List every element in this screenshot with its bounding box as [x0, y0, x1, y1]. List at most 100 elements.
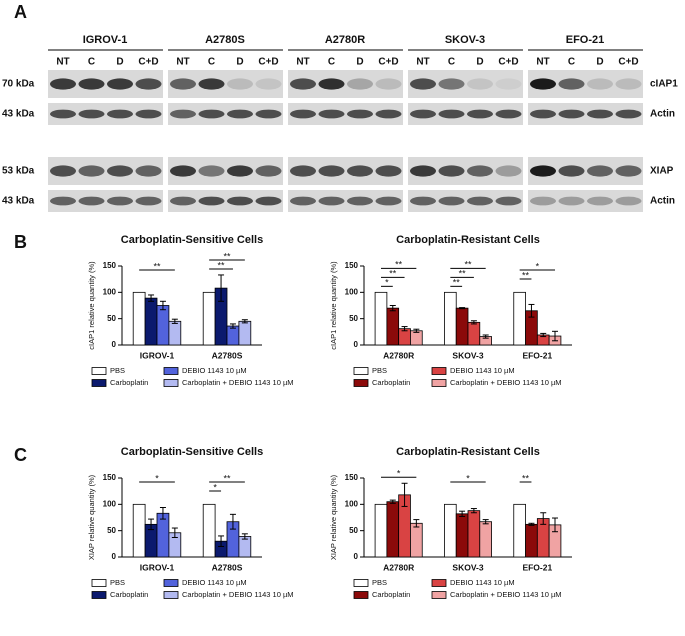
panel-label: A	[14, 2, 27, 22]
blot-band	[170, 165, 196, 177]
lane-label: C	[328, 57, 335, 68]
blot-band	[227, 165, 253, 177]
bar	[202, 291, 216, 346]
significance-label: *	[155, 473, 159, 483]
blot-band	[198, 78, 225, 90]
blot-group-label: IGROV-1	[83, 34, 128, 46]
blot-band	[227, 109, 253, 119]
lane-label: NT	[296, 57, 309, 68]
blot-strip	[168, 103, 283, 125]
blot-group-label: A2780R	[325, 34, 365, 46]
error-bar	[528, 303, 535, 318]
bar	[444, 503, 457, 558]
bar	[168, 320, 182, 346]
significance-label: **	[453, 278, 461, 288]
error-bar	[470, 508, 477, 514]
y-tick-label: 150	[103, 261, 117, 270]
blot-band	[530, 78, 556, 90]
error-bar	[470, 320, 477, 325]
y-tick-label: 0	[354, 340, 359, 349]
bar	[467, 510, 481, 558]
panel-label: C	[14, 445, 27, 465]
y-axis-label: XIAP relative quantity (%)	[329, 474, 338, 560]
legend-swatch	[431, 379, 447, 387]
blot-band	[50, 165, 76, 177]
blot-band	[587, 109, 613, 119]
y-tick-label: 0	[112, 552, 117, 561]
legend-label: Carboplatin	[110, 590, 148, 599]
legend-label: PBS	[110, 366, 125, 375]
error-bar	[540, 512, 547, 525]
blot-band	[467, 109, 493, 119]
error-bar	[171, 318, 178, 324]
bar	[410, 330, 423, 346]
error-bar	[229, 513, 236, 530]
x-tick-label: IGROV-1	[140, 350, 175, 360]
significance-label: **	[389, 269, 397, 279]
lane-label: D	[236, 57, 243, 68]
legend-label: Carboplatin	[372, 590, 410, 599]
blot-band	[467, 165, 493, 177]
x-tick-label: A2780R	[383, 562, 414, 572]
blot-band	[438, 196, 465, 206]
blot-band	[438, 109, 465, 119]
x-tick-label: A2780S	[212, 350, 243, 360]
y-tick-label: 150	[345, 261, 359, 270]
blot-band	[107, 78, 133, 90]
bar	[132, 503, 146, 558]
blot-band	[170, 109, 196, 119]
legend-swatch	[431, 579, 447, 587]
x-tick-label: IGROV-1	[140, 562, 175, 572]
lane-label: NT	[536, 57, 549, 68]
lane-label: C+D	[378, 57, 398, 68]
blot-strip	[168, 190, 283, 212]
y-tick-label: 100	[345, 499, 359, 508]
legend-label: Carboplatin	[110, 378, 148, 387]
panel-label: B	[14, 232, 27, 252]
blot-band	[530, 109, 556, 119]
lane-label: NT	[56, 57, 69, 68]
blot-band	[78, 78, 105, 90]
y-tick-label: 50	[107, 526, 116, 535]
significance-label: **	[223, 251, 231, 261]
blot-band	[318, 165, 345, 177]
blot-band	[107, 165, 133, 177]
lane-label: C+D	[258, 57, 278, 68]
blot-band	[135, 78, 162, 90]
lane-label: D	[476, 57, 483, 68]
blot-band	[107, 196, 133, 206]
blot-band	[78, 165, 105, 177]
significance-label: **	[522, 473, 530, 483]
bar	[202, 503, 216, 558]
significance-label: **	[395, 260, 403, 270]
significance-label: *	[213, 482, 217, 492]
legend-label: DEBIO 1143 10 µM	[182, 366, 247, 375]
blot-band	[255, 78, 282, 90]
blot-band	[255, 165, 282, 177]
y-tick-label: 100	[345, 287, 359, 296]
bar	[513, 291, 526, 346]
y-tick-label: 0	[354, 552, 359, 561]
blot-band	[135, 196, 162, 206]
blot-group-label: EFO-21	[566, 34, 605, 46]
blot-band	[410, 196, 436, 206]
blot-band	[347, 109, 373, 119]
lane-label: D	[356, 57, 363, 68]
error-bar	[229, 323, 236, 329]
y-tick-label: 50	[349, 314, 358, 323]
blot-band	[227, 196, 253, 206]
legend-swatch	[431, 591, 447, 599]
legend-label: DEBIO 1143 10 µM	[450, 578, 515, 587]
blot-band	[290, 196, 316, 206]
error-bar	[459, 510, 466, 517]
y-axis-label: cIAP1 relative quantity (%)	[329, 261, 338, 350]
legend-swatch	[163, 379, 179, 387]
protein-label: XIAP	[650, 166, 674, 177]
significance-label: **	[522, 270, 530, 280]
blot-band	[135, 109, 162, 119]
significance-label: **	[153, 261, 161, 271]
x-tick-label: SKOV-3	[452, 350, 483, 360]
error-bar	[552, 517, 559, 533]
bar	[455, 513, 469, 558]
